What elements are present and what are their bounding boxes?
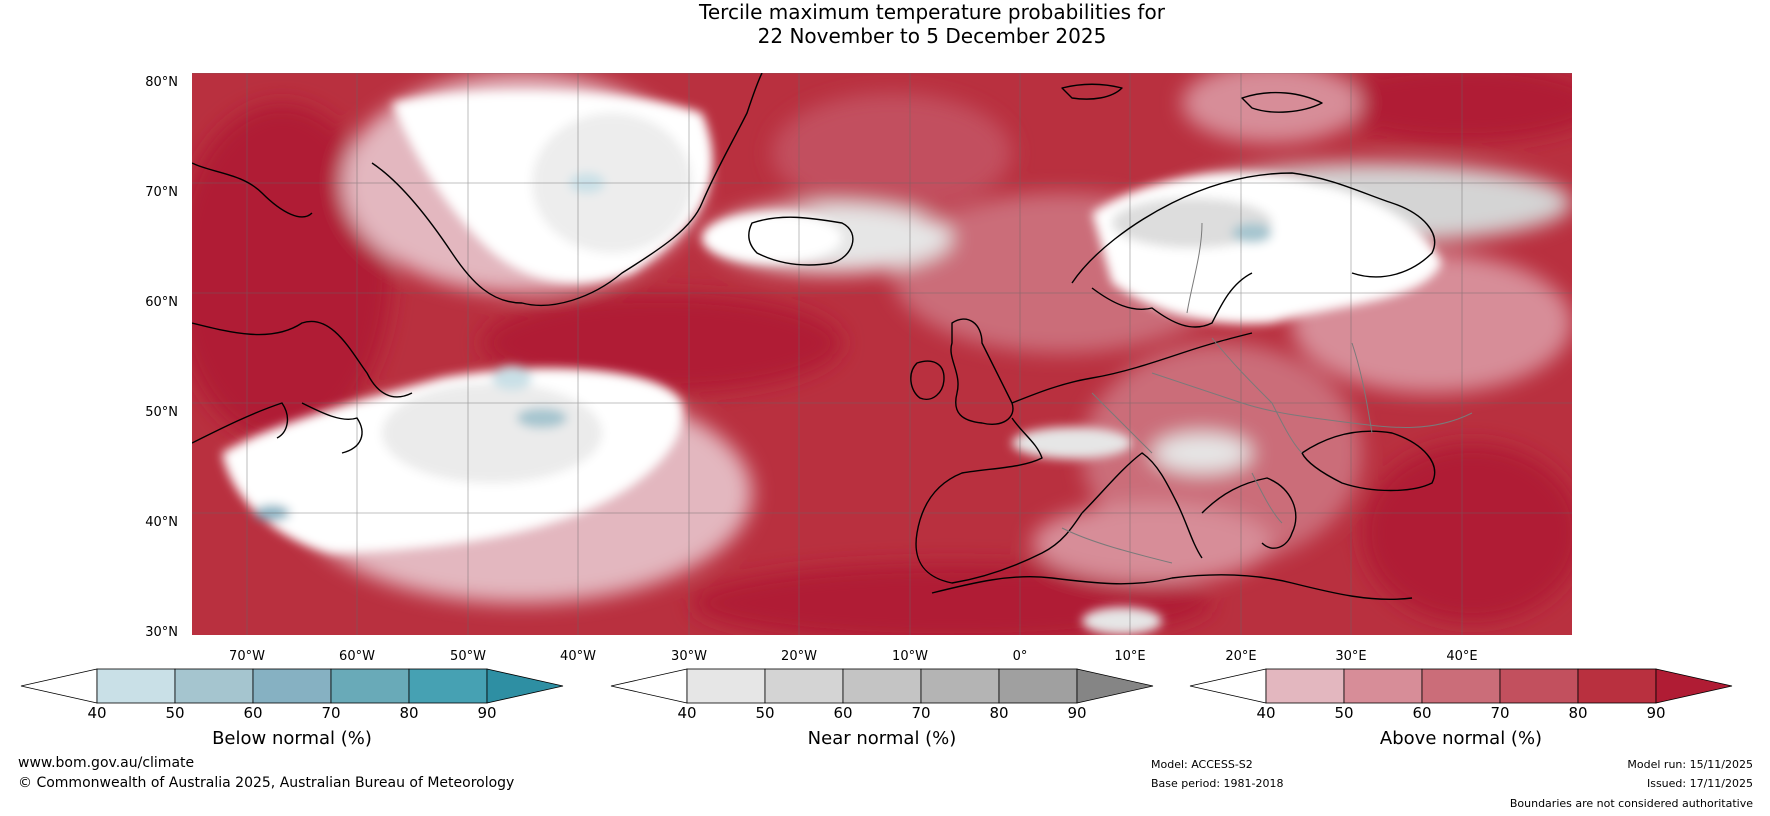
colorbar-below <box>20 668 564 704</box>
lon-label-40e: 40°E <box>1446 649 1478 664</box>
colorbar-bin-70-80 <box>1499 668 1579 704</box>
above-tick-80: 80 <box>1568 704 1588 722</box>
below-tick-60: 60 <box>243 704 263 722</box>
colorbar-bin-80-90 <box>408 668 488 704</box>
colorbar-high-extension <box>1655 668 1733 704</box>
title-line-1: Tercile maximum temperature probabilitie… <box>699 0 1165 24</box>
colorbar-high-extension <box>486 668 564 704</box>
footer-issued: Issued: 17/11/2025 <box>1646 777 1753 790</box>
lon-label-10e: 10°E <box>1114 649 1146 664</box>
lon-label-10w: 10°W <box>892 649 928 664</box>
near-tick-90: 90 <box>1067 704 1087 722</box>
above-tick-90: 90 <box>1646 704 1666 722</box>
footer-model-run: Model run: 15/11/2025 <box>1627 758 1753 771</box>
map-title: Tercile maximum temperature probabilitie… <box>0 0 1770 48</box>
colorbar-bin-70-80 <box>920 668 1000 704</box>
above-tick-60: 60 <box>1412 704 1432 722</box>
footer-base-period: Base period: 1981-2018 <box>1151 777 1284 790</box>
probability-map <box>192 73 1572 635</box>
map-canvas <box>192 73 1572 635</box>
colorbar-bin-80-90 <box>1577 668 1657 704</box>
colorbar-bin-60-70 <box>252 668 332 704</box>
lat-label-80n: 80°N <box>145 75 178 90</box>
near-tick-60: 60 <box>833 704 853 722</box>
lon-label-20w: 20°W <box>781 649 817 664</box>
lon-label-30w: 30°W <box>671 649 707 664</box>
below-tick-70: 70 <box>321 704 341 722</box>
colorbar-bin-60-70 <box>1421 668 1501 704</box>
colorbar-bin-50-60 <box>1343 668 1423 704</box>
near-tick-80: 80 <box>989 704 1009 722</box>
footer-website: www.bom.gov.au/climate <box>18 755 195 771</box>
near-tick-50: 50 <box>755 704 775 722</box>
lat-label-70n: 70°N <box>145 185 178 200</box>
lat-label-50n: 50°N <box>145 405 178 420</box>
colorbar-bin-50-60 <box>764 668 844 704</box>
lon-label-40w: 40°W <box>560 649 596 664</box>
below-tick-80: 80 <box>399 704 419 722</box>
coastlines <box>192 73 1436 601</box>
colorbar-bin-80-90 <box>998 668 1078 704</box>
colorbar-high-extension <box>1076 668 1154 704</box>
colorbar-bin-40-50 <box>96 668 176 704</box>
graticule <box>192 73 1572 635</box>
colorbar-bin-50-60 <box>174 668 254 704</box>
lon-label-0: 0° <box>1012 649 1028 664</box>
below-tick-90: 90 <box>477 704 497 722</box>
below-tick-50: 50 <box>165 704 185 722</box>
above-tick-50: 50 <box>1334 704 1354 722</box>
lat-label-40n: 40°N <box>145 515 178 530</box>
lon-label-30e: 30°E <box>1335 649 1367 664</box>
lat-label-60n: 60°N <box>145 295 178 310</box>
lat-label-30n: 30°N <box>145 625 178 640</box>
colorbar-bin-40-50 <box>1265 668 1345 704</box>
legend-title-below: Below normal (%) <box>212 728 372 749</box>
legend-title-near: Near normal (%) <box>807 728 957 749</box>
colorbar-bin-60-70 <box>842 668 922 704</box>
footer-copyright: © Commonwealth of Australia 2025, Austra… <box>18 775 515 791</box>
lon-label-70w: 70°W <box>229 649 265 664</box>
title-line-2: 22 November to 5 December 2025 <box>757 24 1107 48</box>
footer-disclaimer: Boundaries are not considered authoritat… <box>1509 797 1753 810</box>
near-tick-40: 40 <box>677 704 697 722</box>
low-probability-fields <box>222 90 1442 635</box>
colorbar-bin-70-80 <box>330 668 410 704</box>
lon-label-20e: 20°E <box>1225 649 1257 664</box>
lon-label-50w: 50°W <box>450 649 486 664</box>
above-tick-70: 70 <box>1490 704 1510 722</box>
colorbar-near <box>610 668 1154 704</box>
colorbar-bin-40-50 <box>686 668 766 704</box>
footer-model: Model: ACCESS-S2 <box>1151 758 1253 771</box>
country-borders <box>1061 222 1473 564</box>
lon-label-60w: 60°W <box>339 649 375 664</box>
colorbar-low-extension <box>610 668 688 704</box>
below-tick-40: 40 <box>87 704 107 722</box>
colorbar-low-extension <box>20 668 98 704</box>
colorbar-low-extension <box>1189 668 1267 704</box>
colorbar-above <box>1189 668 1733 704</box>
above-tick-40: 40 <box>1256 704 1276 722</box>
legend-title-above: Above normal (%) <box>1379 728 1543 749</box>
near-tick-70: 70 <box>911 704 931 722</box>
